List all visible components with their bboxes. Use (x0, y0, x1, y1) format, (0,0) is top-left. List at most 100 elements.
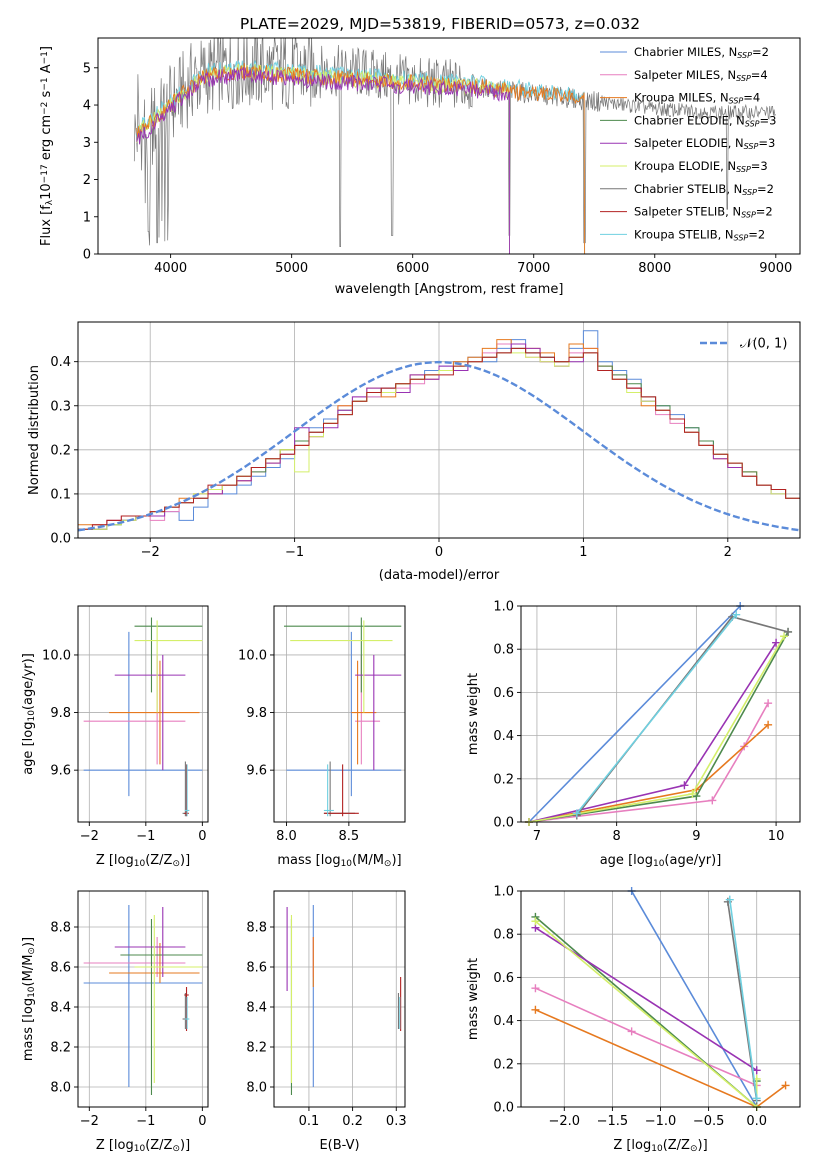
weight-marker (784, 627, 793, 636)
ticks-age_vs_mass: 8.0 8.5 9.6 9.8 10.0 (238, 605, 406, 844)
ticks-weight_vs_Z: −2.0 −1.5 −1.0 −0.5 0.0 0.0 0.2 0.4 0.6 0.8 1.0 (493, 885, 801, 1129)
axes-weight_vs_age (521, 605, 800, 823)
weight-marker (531, 1005, 540, 1014)
ytick-label-mass_vs_ebv: 8.2 (246, 1041, 267, 1056)
age_vs_mass-plot (283, 617, 402, 817)
legend-entry: Salpeter MILES, NSSP=4 (634, 68, 768, 83)
xtick-label-mass_vs_ebv: 0.3 (386, 1114, 407, 1129)
xtick-label-spectrum: 5000 (275, 261, 308, 276)
ytick-label-weight_vs_Z: 0.4 (493, 1014, 514, 1029)
gaussian-curve (78, 360, 800, 532)
xtick-label-weight_vs_Z: −1.0 (645, 1114, 677, 1129)
ytick-label-weight_vs_Z: 0.8 (493, 928, 514, 943)
weight-marker (752, 1066, 761, 1075)
axes-age_vs_mass (274, 606, 405, 822)
mass_vs_Z-ylabel: mass [log10(M/M⊙)] (21, 937, 37, 1061)
weight-marker (680, 781, 689, 790)
ytick-label-weight_vs_age: 0.6 (493, 686, 514, 701)
residuals-legend: 𝒩(0, 1) (700, 337, 787, 352)
weight-marker (531, 917, 540, 926)
frame-mass_vs_ebv (273, 890, 406, 1108)
xtick-label-weight_vs_age: 7 (533, 829, 541, 844)
weight-line (576, 614, 737, 814)
xtick-label-weight_vs_age: 8 (613, 829, 621, 844)
ytick-label-mass_vs_ebv: 8.4 (246, 1001, 267, 1016)
spectrum-plot (133, 38, 776, 254)
axes-mass_vs_ebv (274, 891, 405, 1107)
weight-line (630, 890, 758, 1108)
ytick-label-spectrum: 0 (83, 248, 91, 263)
frame-age_vs_mass (273, 605, 406, 823)
xtick-label-weight_vs_Z: 0.0 (746, 1114, 767, 1129)
legend-entry: Kroupa STELIB, NSSP=2 (634, 227, 765, 242)
xtick-label-weight_vs_age: 10 (768, 829, 785, 844)
weight_vs_age-ylabel: mass weight (466, 673, 481, 755)
weight-line (534, 920, 758, 1109)
xtick-label-residuals: −2 (141, 545, 160, 560)
ytick-label-mass_vs_ebv: 8.8 (246, 921, 267, 936)
xtick-label-residuals: 2 (724, 545, 732, 560)
ytick-label-mass_vs_Z: 8.8 (50, 921, 71, 936)
weight-marker (780, 632, 789, 641)
ytick-label-age_vs_mass: 9.6 (246, 764, 267, 779)
mass_vs_ebv-xlabel: E(B-V) (319, 1138, 359, 1153)
xtick-label-spectrum: 4000 (154, 261, 187, 276)
ytick-label-age_vs_Z: 9.6 (50, 764, 71, 779)
ytick-label-weight_vs_Z: 0.2 (493, 1057, 514, 1072)
weight-marker (781, 1081, 790, 1090)
ticks-age_vs_Z: −2 −1 0 9.6 9.8 10.0 (42, 605, 209, 844)
spectrum-legend: Chabrier MILES, NSSP=2 Salpeter MILES, NS… (600, 45, 776, 242)
weight-marker (772, 638, 781, 647)
weight-line (528, 631, 789, 823)
xtick-label-weight_vs_Z: −2.0 (549, 1114, 581, 1129)
weight-marker (732, 610, 741, 619)
ytick-label-weight_vs_age: 0.4 (493, 729, 514, 744)
ticks-spectrum: 4000 5000 6000 7000 8000 9000 0 1 2 3 4 5 (83, 37, 801, 276)
mass_vs_Z-plot (83, 905, 203, 1095)
spectrum-ylabel-group: Flux [fλ10−17 erg cm−2 s−1 A−1] (39, 46, 55, 246)
ytick-label-weight_vs_age: 0.2 (493, 772, 514, 787)
legend-entry: Salpeter ELODIE, NSSP=3 (634, 136, 775, 151)
ytick-label-residuals: 0.2 (50, 443, 71, 458)
weight-marker (764, 720, 773, 729)
xtick-label-mass_vs_Z: −1 (136, 1114, 155, 1129)
xtick-label-age_vs_Z: 0 (198, 829, 206, 844)
axes-age_vs_Z (78, 606, 208, 822)
ytick-label-weight_vs_Z: 0.6 (493, 971, 514, 986)
ytick-label-mass_vs_Z: 8.6 (50, 961, 71, 976)
xtick-label-weight_vs_age: 9 (692, 829, 700, 844)
figure-title: PLATE=2029, MJD=53819, FIBERID=0573, z=0… (240, 15, 640, 33)
xtick-label-age_vs_Z: −2 (80, 829, 99, 844)
axes-mass_vs_Z (78, 891, 208, 1107)
ticks-mass_vs_Z: −2 −1 0 8.0 8.2 8.4 8.6 8.8 (50, 890, 209, 1129)
weight-marker (531, 984, 540, 993)
spectrum-ylabel: Flux [fλ10−17 erg cm−2 s−1 A−1] (39, 46, 55, 246)
xtick-label-weight_vs_Z: −0.5 (693, 1114, 725, 1129)
xtick-label-residuals: −1 (285, 545, 304, 560)
age_vs_Z-ylabel-group: age [log10(age/yr)] (21, 653, 37, 775)
spectrum-xlabel: wavelength [Angstrom, rest frame] (335, 282, 564, 297)
xtick-label-spectrum: 7000 (517, 261, 550, 276)
ytick-label-spectrum: 1 (83, 210, 91, 225)
ytick-label-mass_vs_ebv: 8.6 (246, 961, 267, 976)
ytick-label-mass_vs_Z: 8.2 (50, 1041, 71, 1056)
xtick-label-mass_vs_ebv: 0.2 (342, 1114, 363, 1129)
mass_vs_ebv-plot (286, 905, 402, 1095)
xtick-label-age_vs_mass: 8.0 (276, 829, 297, 844)
ytick-label-age_vs_mass: 9.8 (246, 706, 267, 721)
ytick-label-spectrum: 2 (83, 173, 91, 188)
ytick-label-weight_vs_age: 0.8 (493, 643, 514, 658)
weight_vs_Z-plot (531, 887, 790, 1111)
weight_vs_Z-xlabel: Z [log10(Z/Z⊙)] (613, 1138, 707, 1154)
ytick-label-mass_vs_Z: 8.4 (50, 1001, 71, 1016)
weight-line (528, 702, 769, 823)
ticks-mass_vs_ebv: 0.1 0.2 0.3 8.0 8.2 8.4 8.6 8.8 (246, 890, 407, 1129)
legend-entry: Chabrier ELODIE, NSSP=3 (634, 113, 776, 128)
xtick-label-residuals: 1 (579, 545, 587, 560)
xtick-label-mass_vs_Z: 0 (198, 1114, 206, 1129)
frame-weight_vs_age (520, 605, 801, 823)
residual-histogram (78, 339, 800, 530)
ticks-weight_vs_age: 7 8 9 10 0.0 0.2 0.4 0.6 0.8 1.0 (493, 600, 801, 844)
xtick-label-weight_vs_Z: −1.5 (597, 1114, 629, 1129)
